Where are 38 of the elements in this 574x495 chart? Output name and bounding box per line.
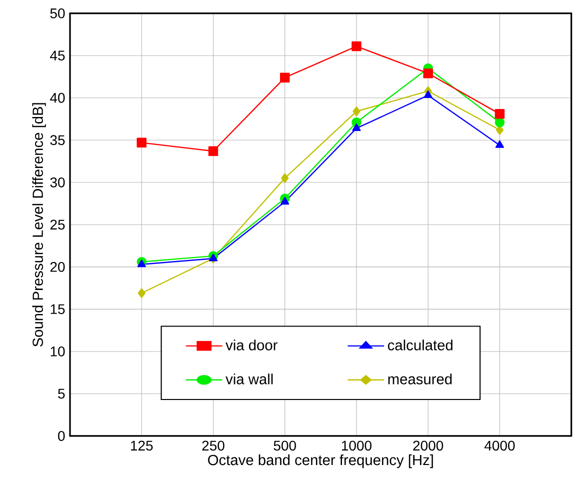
point	[280, 72, 290, 82]
x-tick-label: 125	[131, 440, 153, 451]
y-tick-label: 50	[50, 8, 65, 18]
point	[352, 123, 361, 132]
y-tick-label: 35	[50, 135, 65, 146]
point	[136, 138, 146, 148]
point	[281, 173, 289, 184]
legend-label: measured	[388, 374, 452, 384]
x-axis-title: Octave band center frequency [Hz]	[208, 454, 433, 468]
y-tick-label: 30	[50, 177, 65, 188]
x-tick-label: 4000	[484, 440, 515, 451]
x-tick-label: 1000	[342, 440, 372, 451]
x-tick-label: 250	[202, 440, 224, 451]
point	[208, 146, 218, 156]
y-tick-label: 15	[50, 304, 65, 314]
x-tick-label: 2000	[413, 440, 444, 451]
legend-label: calculated	[388, 340, 452, 350]
y-tick-label: 25	[50, 220, 65, 230]
point	[352, 106, 360, 116]
y-tick-label: 10	[50, 346, 65, 356]
point	[280, 196, 290, 205]
point	[137, 260, 146, 268]
point	[423, 68, 433, 78]
y-tick-label: 5	[58, 388, 65, 399]
point	[495, 140, 504, 148]
y-tick-label: 0	[58, 431, 65, 441]
point	[494, 109, 505, 119]
point	[424, 90, 432, 98]
y-tick-label: 45	[50, 50, 65, 60]
y-axis-title: Sound Pressure Level Difference [dB]	[32, 103, 46, 347]
legend-label: via door	[226, 340, 278, 350]
y-tick-label: 20	[50, 262, 65, 272]
point	[494, 118, 505, 128]
x-tick-label: 500	[274, 440, 296, 451]
point	[138, 288, 146, 298]
legend-label: via wall	[226, 374, 273, 384]
y-tick-label: 40	[50, 92, 65, 103]
point	[352, 41, 362, 52]
